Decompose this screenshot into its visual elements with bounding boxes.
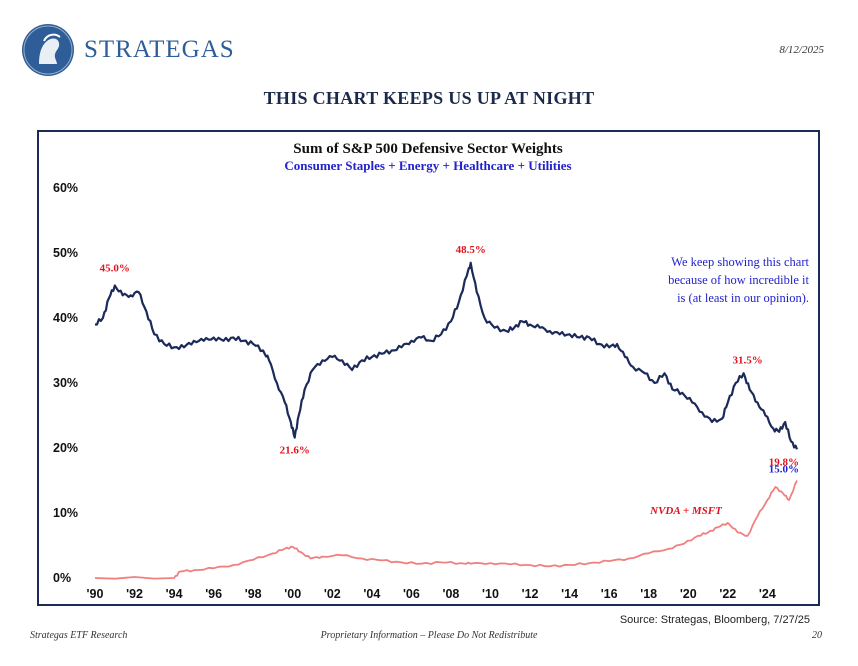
footer-disclaimer: Proprietary Information – Please Do Not … (320, 630, 538, 641)
x-tick-label: '92 (126, 587, 143, 601)
chart-frame: Sum of S&P 500 Defensive Sector Weights … (37, 130, 820, 606)
chart-title: Sum of S&P 500 Defensive Sector Weights (293, 141, 563, 157)
y-tick-label: 30% (53, 376, 78, 390)
x-tick-label: '04 (363, 587, 380, 601)
page-number: 20 (812, 630, 822, 641)
x-tick-label: '06 (403, 587, 420, 601)
x-tick-label: '90 (87, 587, 104, 601)
x-tick-label: '24 (759, 587, 776, 601)
chart-note-line: is (at least in our opinion). (677, 291, 809, 305)
data-label: 48.5% (456, 244, 486, 256)
y-tick-label: 50% (53, 246, 78, 260)
chart-note: We keep showing this chart because of ho… (668, 255, 809, 305)
source-note: Source: Strategas, Bloomberg, 7/27/25 (619, 614, 810, 626)
x-tick-label: '12 (522, 587, 539, 601)
report-date: 8/12/2025 (779, 44, 824, 56)
chart-note-line: because of how incredible it (668, 273, 809, 287)
x-tick-label: '98 (245, 587, 262, 601)
data-label: 15.0% (769, 464, 799, 476)
x-tick-label: '94 (166, 587, 183, 601)
chart: Sum of S&P 500 Defensive Sector Weights … (53, 141, 810, 601)
brand-name: STRATEGAS (84, 36, 235, 63)
data-label: 21.6% (280, 445, 310, 457)
chart-subtitle: Consumer Staples + Energy + Healthcare +… (284, 158, 571, 173)
y-tick-label: 20% (53, 441, 78, 455)
data-label: 31.5% (733, 354, 763, 366)
x-tick-label: '08 (443, 587, 460, 601)
x-tick-label: '20 (680, 587, 697, 601)
page-headline: THIS CHART KEEPS US UP AT NIGHT (263, 88, 595, 108)
x-tick-label: '02 (324, 587, 341, 601)
data-label: 45.0% (100, 263, 130, 275)
data-label: 19.8% (769, 456, 799, 468)
y-tick-label: 40% (53, 311, 78, 325)
x-tick-label: '96 (205, 587, 222, 601)
y-tick-label: 60% (53, 181, 78, 195)
y-tick-label: 0% (53, 571, 71, 585)
nvda-msft-line (94, 480, 798, 580)
footer-left: Strategas ETF Research (30, 630, 128, 641)
x-tick-label: '10 (482, 587, 499, 601)
nvda-msft-series-label: NVDA + MSFT (649, 505, 723, 517)
chart-note-line: We keep showing this chart (671, 255, 809, 269)
x-tick-label: '18 (640, 587, 657, 601)
y-tick-label: 10% (53, 506, 78, 520)
defensive-sectors-line (95, 261, 799, 450)
x-tick-label: '14 (561, 587, 578, 601)
x-tick-label: '16 (601, 587, 618, 601)
x-tick-label: '00 (284, 587, 301, 601)
brand-logo (22, 24, 74, 76)
x-tick-label: '22 (719, 587, 736, 601)
